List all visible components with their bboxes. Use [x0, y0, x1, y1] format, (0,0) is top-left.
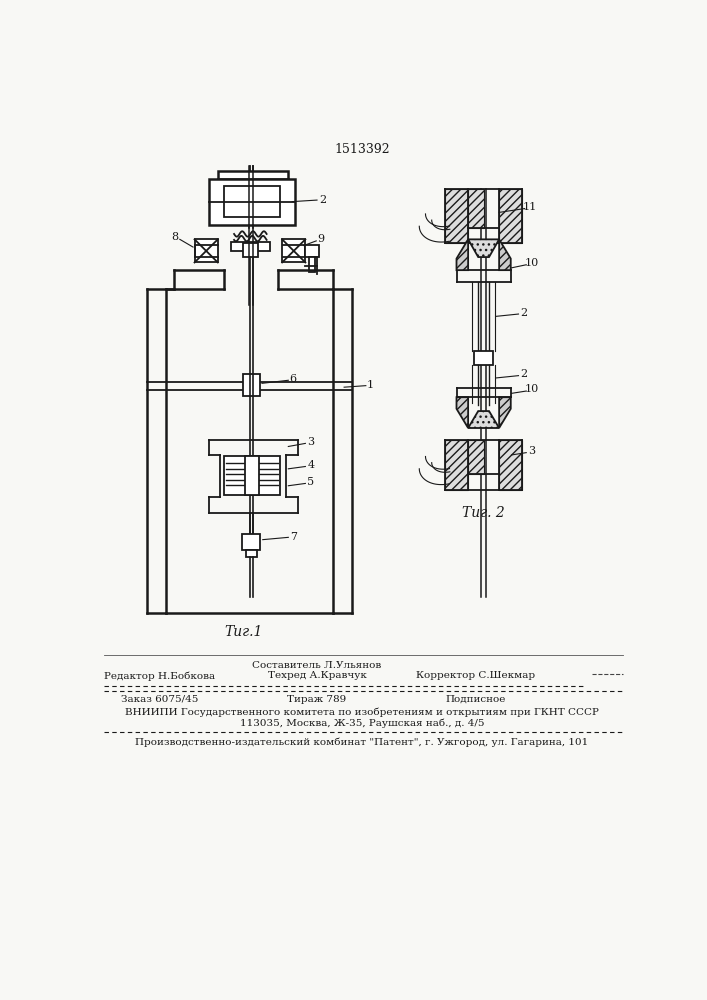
Bar	[245, 456, 259, 495]
Bar	[242, 534, 260, 550]
Text: 6: 6	[289, 374, 296, 384]
Text: Корректор С.Шекмар: Корректор С.Шекмар	[416, 671, 535, 680]
Text: 4: 4	[308, 460, 315, 470]
Bar	[231, 242, 270, 251]
Text: 2: 2	[319, 195, 326, 205]
Text: Тираж 789: Тираж 789	[287, 695, 346, 704]
Bar	[209, 179, 296, 225]
Bar	[468, 440, 484, 474]
Text: Составитель Л.Ульянов: Составитель Л.Ульянов	[252, 661, 382, 670]
Text: 2: 2	[520, 369, 527, 379]
Text: Подписное: Подписное	[445, 695, 506, 704]
Text: Заказ 6075/45: Заказ 6075/45	[121, 695, 199, 704]
Bar	[282, 239, 305, 262]
Text: 8: 8	[171, 232, 178, 242]
Bar	[468, 189, 484, 228]
Polygon shape	[468, 411, 499, 428]
Text: 1: 1	[367, 380, 374, 390]
Text: ВНИИПИ Государственного комитета по изобретениям и открытиям при ГКНТ СССР: ВНИИПИ Государственного комитета по изоб…	[125, 707, 599, 717]
Text: Производственно-издательский комбинат "Патент", г. Ужгород, ул. Гагарина, 101: Производственно-издательский комбинат "П…	[135, 737, 588, 747]
Text: Τиг.1: Τиг.1	[224, 625, 262, 639]
Text: 7: 7	[291, 532, 297, 542]
Bar	[499, 189, 522, 243]
Bar	[243, 243, 258, 257]
Polygon shape	[468, 239, 499, 257]
Text: 10: 10	[525, 258, 539, 268]
Text: 3: 3	[308, 437, 315, 447]
Bar	[194, 239, 218, 262]
Bar	[246, 550, 257, 557]
Bar	[474, 351, 493, 365]
Bar	[218, 171, 288, 179]
Polygon shape	[499, 239, 510, 270]
Bar	[499, 440, 522, 490]
Bar	[224, 186, 280, 217]
Polygon shape	[457, 397, 468, 428]
Text: 11: 11	[523, 202, 537, 212]
Text: 113035, Москва, Ж-35, Раушская наб., д. 4/5: 113035, Москва, Ж-35, Раушская наб., д. …	[240, 718, 484, 728]
Text: Техред А.Кравчук: Техред А.Кравчук	[267, 671, 366, 680]
Text: 1513392: 1513392	[335, 143, 390, 156]
Bar	[309, 257, 315, 272]
Text: 9: 9	[317, 234, 325, 244]
Text: 10: 10	[525, 384, 539, 394]
Text: 3: 3	[528, 446, 535, 456]
Bar	[445, 189, 468, 243]
Text: 5: 5	[308, 477, 315, 487]
Text: 2: 2	[520, 308, 527, 318]
Text: Редактор Н.Бобкова: Редактор Н.Бобкова	[104, 671, 215, 681]
Text: Τиг. 2: Τиг. 2	[462, 506, 505, 520]
Polygon shape	[499, 397, 510, 428]
Bar	[243, 374, 260, 396]
Bar	[305, 245, 320, 257]
Bar	[445, 440, 468, 490]
Bar	[224, 456, 280, 495]
Polygon shape	[457, 239, 468, 270]
